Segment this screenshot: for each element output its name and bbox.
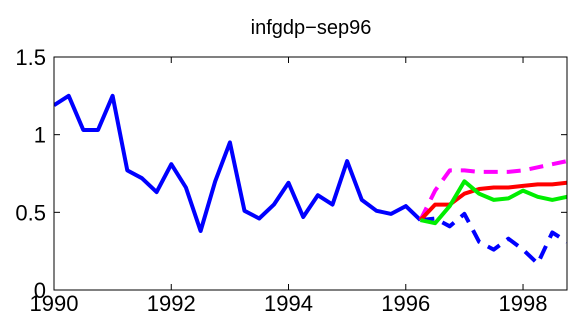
series-line-4 xyxy=(418,180,567,222)
chart-title: infgdp−sep96 xyxy=(251,17,372,39)
x-tick-label: 1996 xyxy=(381,291,430,316)
y-tick-label: 1.5 xyxy=(15,45,46,70)
x-tick-label: 1998 xyxy=(499,291,548,316)
ticks-layer: 1990 1992 1994 1996 1998 0 0.5 1 1.5 xyxy=(15,45,567,316)
x-tick-label: 1994 xyxy=(264,291,313,316)
series-line-5 xyxy=(419,179,567,226)
y-tick-label: 1 xyxy=(34,123,46,148)
series-layer xyxy=(54,93,567,266)
y-tick-label: 0.5 xyxy=(15,200,46,225)
x-tick-label: 1990 xyxy=(30,291,79,316)
plot-frame xyxy=(53,56,568,291)
series-line-3 xyxy=(418,159,567,221)
series-line-2 xyxy=(420,211,567,266)
series-line-1 xyxy=(54,93,422,233)
x-tick-label: 1992 xyxy=(147,291,196,316)
y-tick-label: 0 xyxy=(34,278,46,303)
